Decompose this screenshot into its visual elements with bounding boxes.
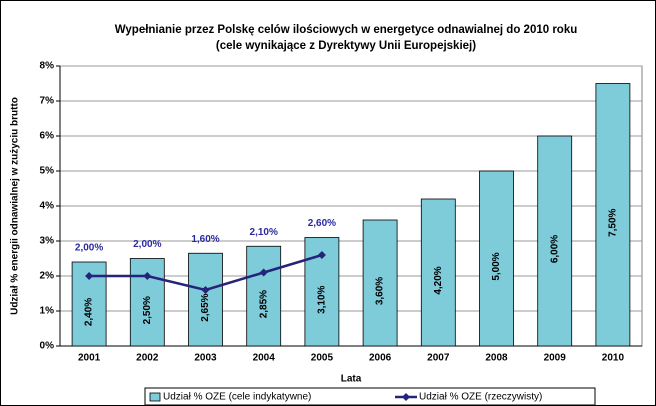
line-value-label: 2,00% bbox=[75, 243, 103, 254]
bar-value-label: 2,40% bbox=[84, 298, 95, 326]
line-marker bbox=[259, 268, 268, 277]
chart-title: Wypełnianie przez Polskę celów ilościowy… bbox=[115, 24, 578, 36]
y-tick-label: 1% bbox=[40, 306, 55, 317]
bar bbox=[129, 258, 165, 347]
line-value-label: 1,60% bbox=[191, 234, 219, 245]
line-marker bbox=[201, 286, 210, 294]
bar-value-label: 4,20% bbox=[433, 266, 444, 294]
legend-label: Udział % OZE (rzeczywisty) bbox=[419, 392, 542, 403]
y-tick-label: 6% bbox=[40, 131, 55, 142]
bar-value-label: 2,85% bbox=[258, 290, 269, 318]
legend-box bbox=[144, 387, 596, 406]
x-tick-label: 2005 bbox=[311, 353, 334, 364]
y-tick-label: 0% bbox=[40, 341, 55, 352]
y-axis-label: Udział % energii odnawialnej w zużyciu b… bbox=[10, 97, 21, 315]
line-value-label: 2,00% bbox=[133, 239, 161, 250]
bar-value-label: 7,50% bbox=[608, 208, 619, 236]
bar-value-label: 3,60% bbox=[375, 277, 386, 305]
x-tick-label: 2009 bbox=[544, 353, 567, 364]
bar-value-label: 3,10% bbox=[317, 285, 328, 313]
x-axis-label: Lata bbox=[341, 374, 362, 385]
bar-value-label: 2,50% bbox=[142, 296, 153, 324]
bar bbox=[362, 219, 398, 347]
line-marker bbox=[143, 272, 152, 280]
y-tick-label: 5% bbox=[40, 166, 55, 177]
bar-value-label: 5,00% bbox=[491, 252, 502, 280]
x-tick-label: 2001 bbox=[78, 353, 101, 364]
y-tick-label: 3% bbox=[40, 236, 55, 247]
legend-swatch bbox=[149, 392, 161, 402]
bar bbox=[479, 170, 514, 347]
x-tick-label: 2006 bbox=[369, 353, 392, 364]
legend-swatch-marker bbox=[402, 393, 410, 401]
bar bbox=[595, 83, 631, 347]
bar-value-label: 6,00% bbox=[549, 235, 560, 263]
y-tick-label: 4% bbox=[40, 201, 55, 212]
x-tick-label: 2007 bbox=[427, 353, 450, 364]
legend-label: Udział % OZE (cele indykatywne) bbox=[163, 392, 311, 403]
bar bbox=[537, 135, 573, 347]
line-marker bbox=[317, 251, 326, 259]
line-marker bbox=[85, 272, 94, 280]
bar bbox=[246, 245, 282, 347]
x-tick-label: 2002 bbox=[136, 353, 159, 364]
y-tick-label: 7% bbox=[40, 96, 55, 107]
x-tick-label: 2003 bbox=[194, 353, 217, 364]
x-tick-label: 2008 bbox=[485, 353, 508, 364]
bar bbox=[188, 252, 223, 347]
bar-value-label: 2,65% bbox=[200, 293, 211, 321]
line-value-label: 2,10% bbox=[250, 227, 278, 238]
chart-subtitle: (cele wynikające z Dyrektywy Unii Europe… bbox=[216, 40, 476, 52]
x-tick-label: 2004 bbox=[253, 353, 276, 364]
y-tick-label: 2% bbox=[40, 271, 55, 282]
line-value-label: 2,60% bbox=[308, 218, 336, 229]
y-tick-label: 8% bbox=[40, 61, 55, 72]
x-tick-label: 2010 bbox=[602, 353, 625, 364]
bar bbox=[420, 198, 456, 347]
